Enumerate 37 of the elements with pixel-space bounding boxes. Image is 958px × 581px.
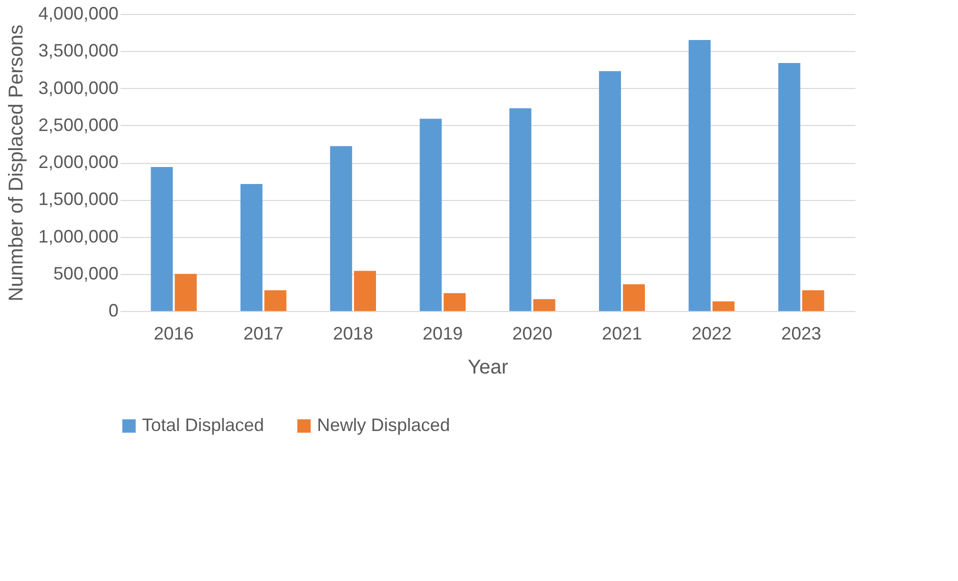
bar — [354, 270, 376, 311]
y-tick-label: 4,000,000 — [38, 4, 118, 24]
bar — [622, 284, 645, 311]
y-tick-label: 2,000,000 — [38, 152, 118, 172]
bar — [420, 118, 442, 311]
y-tick-label: 1,000,000 — [38, 226, 118, 246]
x-tick-label: 2017 — [243, 324, 284, 344]
x-tick-label: 2020 — [512, 324, 552, 344]
bar — [533, 299, 556, 311]
legend-label: Total Displaced — [142, 415, 264, 435]
x-tick-label: 2021 — [602, 324, 642, 344]
bar — [174, 274, 197, 311]
x-axis-title: Year — [468, 356, 509, 378]
bar — [509, 108, 532, 311]
y-tick-label: 0 — [108, 300, 118, 320]
bar — [802, 290, 824, 311]
y-tick-label: 3,500,000 — [38, 40, 118, 61]
bar — [240, 184, 262, 311]
bar — [330, 146, 352, 311]
bar — [599, 71, 621, 311]
x-tick-label: 2022 — [692, 324, 732, 344]
x-tick-label: 2023 — [781, 324, 822, 344]
bar — [688, 40, 711, 311]
x-tick-label: 2019 — [422, 324, 463, 344]
bar — [712, 301, 735, 311]
x-tick-label: 2016 — [154, 324, 194, 344]
bar — [150, 166, 173, 311]
y-tick-label: 2,500,000 — [38, 114, 118, 135]
bar — [264, 290, 286, 311]
x-tick-label: 2018 — [333, 324, 374, 344]
bar — [444, 293, 466, 311]
y-tick-label: 3,000,000 — [38, 78, 118, 98]
bar — [778, 63, 800, 311]
y-tick-label: 1,500,000 — [38, 189, 118, 210]
y-axis-title: Nunmber of Displaced Persons — [5, 24, 28, 302]
y-tick-label: 500,000 — [53, 263, 118, 284]
legend-label: Newly Displaced — [317, 415, 450, 435]
